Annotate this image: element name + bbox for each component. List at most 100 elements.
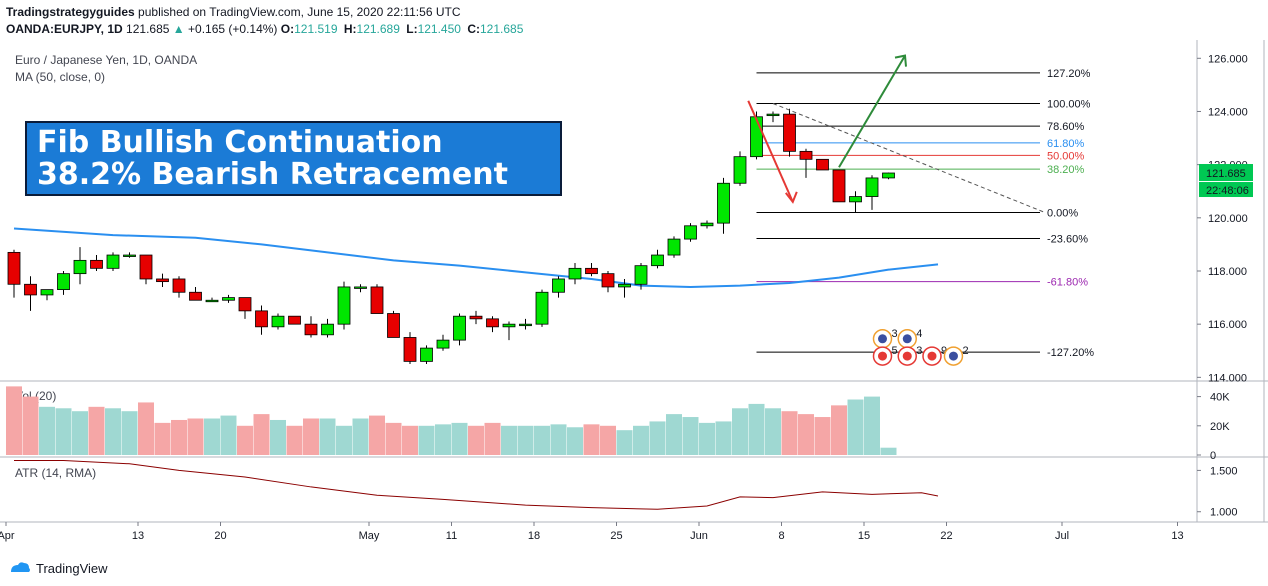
candle-body[interactable] (733, 156, 747, 184)
chart-canvas[interactable]: 126.000124.000122.000120.000118.000116.0… (0, 40, 1268, 550)
candle-body[interactable] (552, 278, 565, 293)
volume-bar (765, 408, 781, 455)
event-marker-icon (927, 351, 937, 361)
candle-body[interactable] (585, 267, 598, 275)
candle-body[interactable] (634, 265, 648, 285)
candle-body[interactable] (73, 259, 87, 275)
candle-body[interactable] (337, 286, 351, 325)
fib-level-label: 0.00% (1047, 208, 1078, 220)
candle-body[interactable] (403, 337, 417, 362)
tradingview-footer[interactable]: TradingView (8, 560, 108, 576)
candle-body[interactable] (90, 259, 103, 269)
candle-body[interactable] (601, 273, 615, 288)
ohlc-bar: OANDA:EURJPY, 1D 121.685 ▲ +0.165 (+0.14… (6, 22, 526, 36)
price-tick-label: 120.000 (1208, 213, 1248, 225)
candle-body[interactable] (865, 177, 879, 197)
candle-body[interactable] (469, 315, 483, 320)
candle-body[interactable] (816, 158, 829, 171)
volume-bar (72, 411, 88, 455)
candle-body[interactable] (799, 150, 813, 160)
title-line-2: 38.2% Bearish Retracement (37, 157, 508, 192)
tradingview-logo-icon (11, 562, 30, 572)
candle-body[interactable] (222, 297, 235, 301)
countdown-tag (1199, 182, 1253, 198)
candle-body[interactable] (519, 323, 532, 327)
author-name: Tradingstrategyguides (6, 5, 135, 19)
price-tick-label: 118.000 (1208, 266, 1247, 278)
candle-body[interactable] (783, 113, 796, 152)
title-banner: Fib Bullish Continuation 38.2% Bearish R… (25, 121, 562, 196)
candle-body[interactable] (453, 315, 466, 341)
volume-bar (633, 425, 649, 455)
candle-body[interactable] (271, 315, 285, 328)
price-tick-label: 124.000 (1208, 106, 1248, 118)
candle-body[interactable] (40, 289, 54, 296)
time-tick-label: 13 (132, 530, 144, 542)
time-tick-label: Jun (690, 530, 708, 542)
candle-body[interactable] (618, 283, 631, 288)
candle-body[interactable] (667, 238, 681, 256)
candle-body[interactable] (156, 278, 169, 283)
candle-body[interactable] (651, 254, 664, 267)
candle-body[interactable] (354, 286, 367, 289)
volume-bar (715, 421, 732, 455)
volume-bar (385, 422, 402, 455)
candle-body[interactable] (849, 196, 862, 203)
candle-body[interactable] (321, 323, 334, 336)
volume-bar (435, 424, 451, 455)
volume-bar (319, 418, 336, 455)
volume-bar (880, 447, 897, 455)
candle-body[interactable] (436, 339, 450, 349)
time-tick-label: 22 (940, 530, 952, 542)
candle-body[interactable] (139, 254, 153, 280)
title-line-1: Fib Bullish Continuation (37, 125, 443, 160)
volume-bar (649, 421, 666, 455)
candle-body[interactable] (766, 113, 780, 117)
time-tick-label: May (359, 530, 380, 542)
candle-body[interactable] (420, 347, 433, 362)
volume-bar (336, 425, 352, 455)
candle-body[interactable] (502, 323, 516, 328)
candle-body[interactable] (288, 315, 301, 325)
volume-bar (402, 425, 418, 455)
volume-bar (682, 417, 699, 455)
countdown-tag-value: 22:48:06 (1206, 185, 1249, 197)
candle-body[interactable] (750, 116, 763, 158)
candle-body[interactable] (684, 225, 697, 240)
candle-body[interactable] (535, 291, 549, 325)
candle-body[interactable] (717, 182, 730, 224)
fib-level-label: 61.80% (1047, 138, 1085, 150)
candle-body[interactable] (238, 297, 252, 312)
volume-bar (468, 425, 484, 455)
event-marker-count: 3 (892, 328, 898, 340)
candle-body[interactable] (57, 273, 70, 291)
volume-bar (798, 414, 814, 455)
volume-bar (369, 415, 385, 455)
candle-body[interactable] (486, 318, 499, 328)
candle-body[interactable] (304, 323, 318, 336)
open-value: 121.519 (294, 22, 338, 36)
candle-body[interactable] (189, 291, 202, 301)
volume-bar (517, 425, 534, 455)
dashed-trendline (772, 103, 1046, 213)
candle-body[interactable] (832, 169, 846, 203)
candle-body[interactable] (172, 278, 186, 293)
fib-level-label: -127.20% (1047, 347, 1094, 359)
volume-bar (616, 430, 633, 455)
volume-bar (303, 418, 319, 455)
candle-body[interactable] (205, 299, 219, 303)
candle-body[interactable] (7, 251, 21, 285)
candle-body[interactable] (882, 172, 895, 179)
candle-body[interactable] (24, 283, 37, 296)
candle-body[interactable] (123, 254, 136, 257)
candle-body[interactable] (106, 254, 120, 269)
time-tick-label: 25 (610, 530, 622, 542)
candle-body[interactable] (568, 267, 582, 280)
candle-body[interactable] (387, 313, 400, 338)
volume-bar (270, 419, 286, 455)
candle-body[interactable] (370, 286, 384, 314)
candle-body[interactable] (255, 310, 268, 328)
volume-bar (666, 414, 682, 455)
candle-body[interactable] (700, 222, 714, 227)
fib-level-label: 127.20% (1047, 68, 1091, 80)
